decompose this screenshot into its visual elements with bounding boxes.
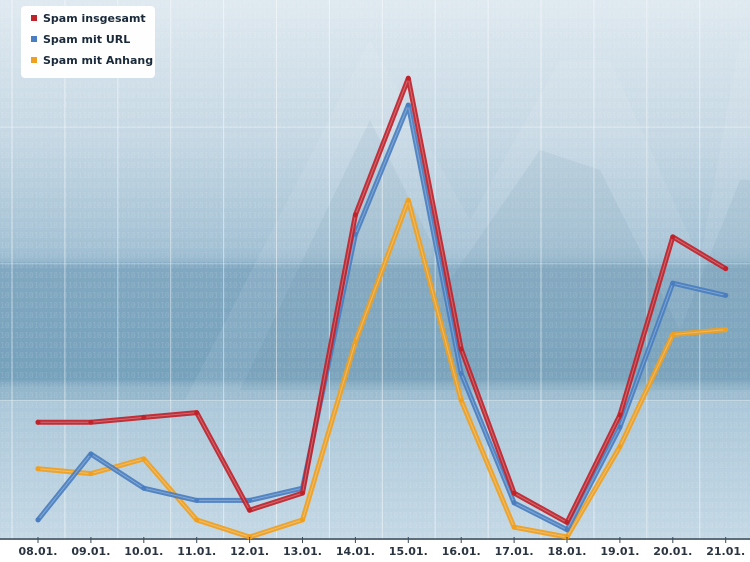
series-line-spam-mit-url — [35, 102, 729, 533]
data-point-spam-mit-url — [564, 527, 570, 533]
watermark-shape — [185, 40, 750, 400]
legend-swatch-spam-insgesamt — [31, 15, 37, 21]
data-point-spam-mit-url — [88, 451, 94, 457]
data-point-spam-mit-anhang — [617, 444, 623, 450]
data-point-spam-mit-anhang — [88, 471, 94, 477]
x-tick-label: 10.01. — [124, 545, 163, 558]
legend-box — [21, 6, 155, 78]
x-tick-label: 20.01. — [653, 545, 692, 558]
legend: Spam insgesamt Spam mit URL Spam mit Anhan… — [21, 6, 155, 78]
series-highlight-spam-mit-url — [37, 104, 726, 531]
x-tick-label: 18.01. — [548, 545, 587, 558]
x-tick-label: 16.01. — [442, 545, 481, 558]
data-point-spam-insgesamt — [247, 507, 253, 513]
data-point-spam-mit-url — [511, 500, 517, 506]
data-point-spam-insgesamt — [141, 414, 147, 420]
data-point-spam-mit-url — [247, 497, 253, 503]
series-line-spam-insgesamt — [35, 75, 729, 525]
data-point-spam-insgesamt — [88, 419, 94, 425]
data-point-spam-insgesamt — [405, 75, 411, 81]
series-highlight-spam-mit-anhang — [37, 199, 726, 538]
series-lines — [35, 75, 729, 540]
data-point-spam-insgesamt — [300, 490, 305, 496]
data-point-spam-mit-anhang — [511, 524, 517, 530]
x-tick-label: 21.01. — [706, 545, 745, 558]
data-point-spam-insgesamt — [35, 419, 41, 425]
x-tick-label: 15.01. — [389, 545, 428, 558]
data-point-spam-mit-anhang — [405, 197, 411, 203]
data-point-spam-mit-anhang — [300, 517, 305, 523]
data-point-spam-mit-url — [194, 497, 200, 503]
legend-label-spam-mit-url: Spam mit URL — [43, 33, 130, 46]
data-point-spam-mit-url — [458, 371, 464, 376]
x-tick-label: 12.01. — [230, 545, 269, 558]
x-tick-label: 11.01. — [177, 545, 216, 558]
data-point-spam-mit-url — [723, 292, 729, 298]
data-point-spam-insgesamt — [670, 234, 676, 240]
series-highlight-spam-insgesamt — [38, 77, 726, 523]
binary-texture — [0, 0, 750, 540]
x-tick-label: 13.01. — [283, 545, 322, 558]
data-point-spam-mit-url — [141, 485, 147, 491]
data-point-spam-insgesamt — [352, 212, 358, 218]
data-point-spam-insgesamt — [617, 412, 623, 418]
x-tick-label: 19.01. — [600, 545, 639, 558]
data-point-spam-mit-url — [35, 517, 41, 523]
data-point-spam-mit-url — [617, 424, 623, 430]
x-axis-ticks: 08.01. 09.01. 10.01. 11.01. 12.01. 13.01. 14.0… — [19, 537, 745, 558]
series-line-spam-mit-anhang — [35, 197, 729, 540]
data-point-spam-insgesamt — [511, 490, 517, 496]
data-point-spam-insgesamt — [723, 266, 729, 272]
data-point-spam-mit-anhang — [670, 332, 676, 337]
data-point-spam-mit-url — [405, 102, 411, 108]
data-point-spam-mit-anhang — [35, 466, 41, 472]
data-point-spam-mit-anhang — [352, 339, 358, 345]
x-tick-label: 08.01. — [19, 545, 58, 558]
data-point-spam-mit-url — [670, 280, 676, 286]
x-tick-label: 09.01. — [71, 545, 110, 558]
data-point-spam-insgesamt — [564, 519, 570, 525]
legend-label-spam-insgesamt: Spam insgesamt — [43, 12, 146, 25]
data-point-spam-insgesamt — [458, 346, 464, 352]
data-point-spam-mit-anhang — [723, 327, 729, 333]
data-point-spam-mit-anhang — [141, 456, 147, 462]
data-point-spam-insgesamt — [194, 410, 200, 416]
legend-swatch-spam-mit-anhang — [31, 57, 37, 63]
legend-entries: Spam insgesamt Spam mit URL Spam mit Anhan… — [31, 12, 153, 67]
grid-lines — [0, 538, 750, 540]
data-point-spam-mit-anhang — [194, 517, 200, 523]
legend-swatch-spam-mit-url — [31, 36, 37, 42]
x-tick-label: 14.01. — [336, 545, 375, 558]
data-point-spam-mit-anhang — [458, 397, 464, 403]
legend-label-spam-mit-anhang: Spam mit Anhang — [43, 54, 153, 67]
x-tick-label: 17.01. — [495, 545, 534, 558]
